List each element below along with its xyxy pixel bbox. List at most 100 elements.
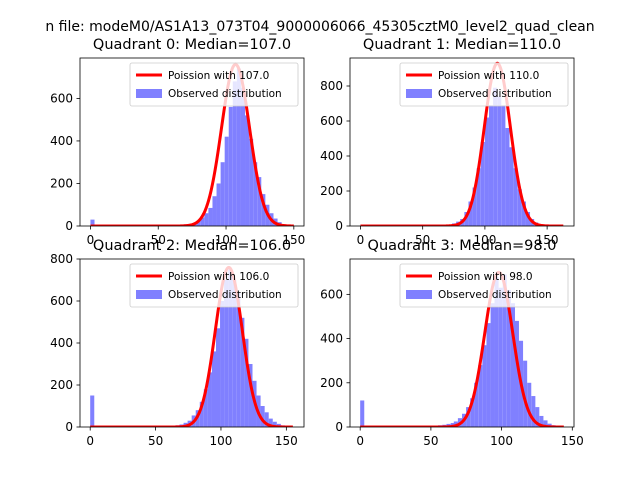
hist-bar	[204, 213, 209, 226]
x-tick-label: 150	[536, 233, 559, 247]
legend: Poission with 98.0 Observed distribution	[399, 263, 569, 308]
hist-bar	[501, 105, 506, 226]
hist-bar	[498, 287, 503, 427]
hist-bar	[236, 68, 241, 226]
y-tick-label: 600	[320, 287, 343, 301]
poisson-curve-group	[359, 61, 565, 226]
x-tick-label: 150	[275, 434, 298, 448]
hist-bar	[489, 105, 494, 226]
hist-bar	[249, 138, 254, 226]
panel-3: Quadrant 3: Median=98.0 0 50 100 150 0 200 400 6…	[320, 238, 584, 448]
legend-box	[129, 62, 299, 107]
hist-bar	[484, 117, 489, 226]
hist-bar	[539, 415, 544, 427]
legend: Poission with 110.0 Observed distribution	[399, 62, 569, 107]
hist-bar	[470, 398, 475, 427]
legend-patch-swatch	[406, 290, 432, 299]
hist-bar	[543, 420, 548, 427]
y-tick-label: 600	[320, 114, 343, 128]
axes-frame	[349, 258, 575, 428]
hist-bar	[486, 323, 491, 427]
poisson-curve	[89, 265, 294, 427]
hist-bar	[521, 201, 526, 226]
y-tick-label: 800	[50, 252, 73, 266]
x-tick-label: 0	[87, 233, 95, 247]
hist-bar	[196, 221, 201, 226]
hist-bar	[468, 201, 473, 226]
hist-bar	[216, 183, 221, 226]
hist-bar	[90, 219, 95, 226]
y-tick-label: 600	[50, 294, 73, 308]
hist-bar	[236, 292, 241, 427]
hist-bar	[264, 412, 269, 427]
figure-suptitle: n file: modeM0/AS1A13_073T04_9000006066_…	[45, 19, 594, 35]
poisson-curve	[359, 270, 565, 427]
hist-bar	[476, 168, 481, 226]
y-tick-label: 0	[65, 420, 73, 434]
hist-bar	[228, 106, 233, 226]
x-tick-label: 150	[561, 434, 584, 448]
legend-label: Observed distribution	[168, 88, 282, 100]
hist-bar	[203, 389, 208, 427]
x-tick-label: 100	[473, 233, 496, 247]
y-tick-label: 600	[50, 91, 73, 105]
y-tick-label: 0	[335, 420, 343, 434]
panel-title: Quadrant 0: Median=107.0	[93, 37, 291, 53]
hist-bar	[523, 360, 528, 427]
x-tick-label: 0	[357, 233, 365, 247]
hist-bar	[240, 87, 246, 226]
legend-label: Poission with 98.0	[438, 271, 533, 283]
legend-box	[399, 263, 569, 308]
hist-bar	[474, 382, 479, 427]
poisson-curve-group	[89, 265, 294, 427]
panel-title: Quadrant 3: Median=98.0	[368, 238, 557, 254]
hist-bar	[245, 115, 250, 226]
hist-bar	[224, 136, 229, 226]
panel-title: Quadrant 2: Median=106.0	[93, 238, 291, 254]
hist-bar	[509, 147, 514, 226]
y-tick-label: 0	[65, 219, 73, 233]
poisson-curve	[89, 62, 295, 226]
hist-bar	[90, 395, 95, 427]
hist-bar	[248, 364, 253, 427]
x-tick-label: 0	[86, 434, 94, 448]
hist-bar	[531, 396, 536, 427]
hist-bar	[208, 207, 213, 226]
x-tick-label: 100	[490, 434, 513, 448]
y-tick-label: 400	[320, 149, 343, 163]
legend: Poission with 106.0 Observed distribution	[129, 263, 299, 308]
legend-label: Observed distribution	[168, 289, 282, 301]
hist-bar	[525, 212, 531, 226]
y-tick-label: 200	[50, 176, 73, 190]
hist-bar	[228, 269, 233, 427]
legend-label: Poission with 106.0	[168, 271, 269, 283]
y-tick-label: 200	[320, 376, 343, 390]
poisson-curve	[359, 61, 565, 226]
hist-bar	[506, 289, 511, 427]
hist-bar	[478, 365, 483, 427]
x-tick-label: 100	[210, 434, 233, 448]
x-tick-label: 150	[282, 233, 305, 247]
legend-box	[399, 62, 569, 107]
hist-bar	[224, 280, 229, 427]
hist-bar	[232, 81, 237, 226]
hist-bar	[505, 128, 510, 226]
hist-bar	[480, 142, 485, 226]
hist-bar	[497, 96, 502, 226]
hist-bar	[257, 177, 262, 226]
panel-2: Quadrant 2: Median=106.0 0 50 100 150 0 200 400…	[50, 238, 305, 448]
hist-bar	[268, 418, 273, 427]
hist-bar	[200, 217, 205, 226]
hist-bar	[517, 189, 522, 226]
hist-bar	[493, 87, 498, 226]
hist-bar	[220, 301, 225, 427]
y-tick-label: 800	[320, 79, 343, 93]
hist-bar	[215, 328, 221, 427]
hist-bar	[502, 274, 507, 427]
x-tick-label: 50	[148, 434, 163, 448]
panel-title: Quadrant 1: Median=110.0	[363, 37, 561, 53]
hist-bar	[466, 407, 471, 427]
legend-label: Poission with 110.0	[438, 70, 539, 82]
hist-bar	[199, 401, 204, 427]
